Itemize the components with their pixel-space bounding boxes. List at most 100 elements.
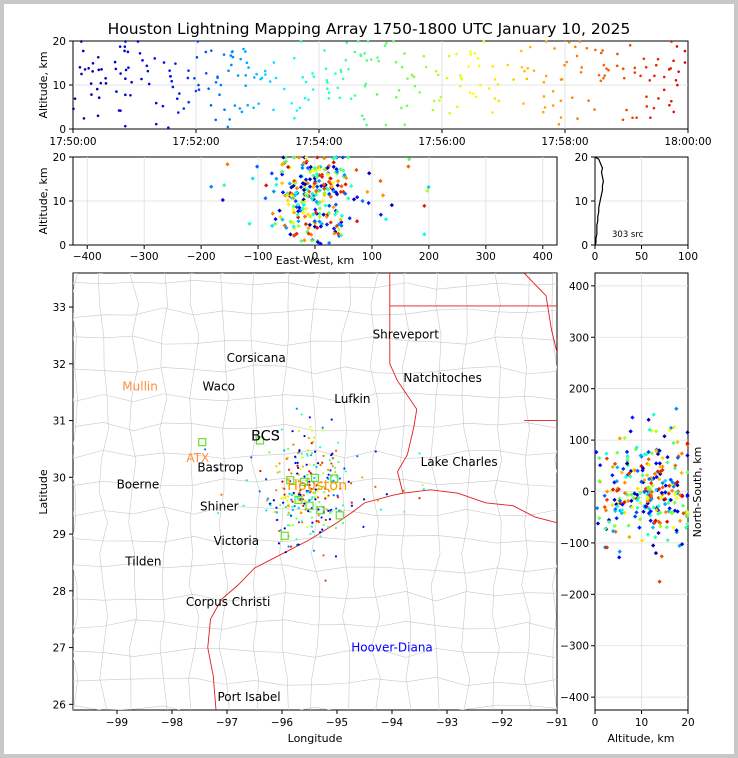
lightning-source [285,198,290,203]
lightning-source [279,181,285,186]
lightning-source [332,231,337,236]
lightning-source [474,95,478,99]
lightning-source [247,66,250,69]
county-line [73,477,557,487]
lightning-source [287,447,290,451]
lightning-source [315,240,320,245]
lightning-source [290,493,294,496]
lightning-source [302,185,307,190]
lightning-source [296,464,299,467]
lightning-source [597,516,602,521]
lightning-source [301,202,306,208]
lightning-source [472,92,475,95]
lightning-source [620,508,625,513]
lightning-source [355,195,360,200]
lightning-source [331,457,335,460]
lightning-source [639,74,642,78]
lightning-source [349,97,353,101]
lightning-source [146,69,150,73]
lightning-source [280,172,285,177]
latitude-tick-label: 28 [53,586,66,598]
lightning-source [322,454,325,458]
lightning-source [315,519,318,523]
lightning-source [363,52,366,55]
lightning-source [344,58,348,62]
lightning-source [347,67,350,71]
lightning-source [639,538,645,543]
lightning-source [580,66,583,69]
lightning-source [321,528,324,531]
lightning-source [659,554,664,559]
lightning-source [291,207,296,212]
lightning-source [303,502,306,505]
lightning-source [322,156,327,161]
lightning-source [346,196,351,201]
lightning-source [623,474,629,480]
lightning-source [360,198,365,204]
county-line [73,534,557,545]
lightning-source [663,483,668,488]
lightning-source [551,90,555,93]
lightning-source [638,517,643,522]
lightning-source [439,95,443,99]
lightning-source [296,223,301,229]
lightning-source [336,227,341,232]
lightning-source [291,204,296,209]
lightning-source [314,488,317,491]
lightning-source [344,470,348,473]
lightning-source [632,491,637,496]
lightning-source [265,509,268,512]
lightning-source [227,69,230,73]
lightning-source [321,428,324,432]
lightning-source [603,508,609,513]
lightning-source [378,178,383,184]
lightning-source [343,191,348,196]
lightning-source [324,67,328,71]
lightning-source [601,49,604,52]
lightning-source [663,496,668,502]
lightning-source [656,511,661,516]
lightning-source [331,465,334,468]
lightning-source [350,482,353,485]
lightning-source [365,189,370,195]
lightning-source [612,523,618,528]
lightning-source [328,220,333,225]
lightning-source [276,518,279,522]
lightning-source [293,505,296,508]
lightning-source [320,480,323,484]
lightning-source [685,430,690,435]
lightning-source [314,498,317,501]
figure-frame: Houston Lightning Mapping Array 1750-180… [4,4,734,754]
lma-station-marker [198,438,207,447]
lightning-source [309,510,312,514]
lightning-source [312,481,315,484]
lightning-source [656,519,661,524]
lightning-source [306,226,311,231]
lightning-source [283,527,286,530]
lightning-source [255,164,260,169]
lightning-source [365,59,369,62]
lightning-source [400,65,404,69]
source-count-label: 303 src [612,230,644,240]
lightning-source [307,222,312,227]
lightning-source [141,59,144,62]
lightning-source [293,198,298,204]
altitude-tick-label: 0 [59,124,66,136]
lightning-source [317,206,323,211]
lma-station-marker [305,501,314,510]
lightning-source [332,488,335,492]
lightning-source [303,206,309,211]
lightning-source [246,103,249,107]
lightning-source [634,510,639,515]
lightning-source [375,93,379,96]
lightning-source [656,530,661,536]
lightning-source [632,514,638,519]
lightning-source [685,521,690,526]
lightning-source [615,450,620,455]
lightning-source [565,60,569,64]
lightning-source [307,189,312,194]
lightning-source [341,504,345,507]
lightning-source [296,461,299,465]
lightning-source [642,477,647,483]
lightning-source [328,511,332,514]
